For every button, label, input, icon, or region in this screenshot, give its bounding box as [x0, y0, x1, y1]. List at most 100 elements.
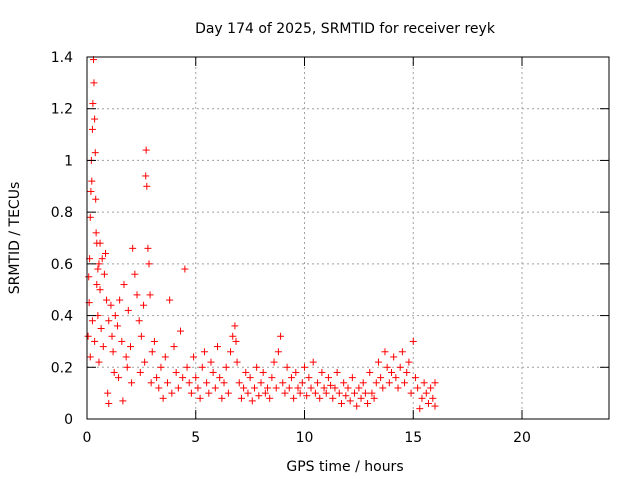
data-point — [344, 384, 352, 392]
data-point — [88, 125, 96, 133]
x-tick-label: 10 — [296, 430, 314, 446]
data-point — [385, 379, 393, 387]
data-point — [422, 389, 430, 397]
y-tick-label: 0.2 — [51, 360, 73, 376]
data-point — [346, 397, 354, 405]
data-point — [401, 379, 409, 387]
data-point — [136, 368, 144, 376]
data-point — [261, 389, 269, 397]
data-point — [194, 384, 202, 392]
data-point — [364, 399, 372, 407]
x-axis-label: GPS time / hours — [286, 459, 403, 475]
data-point — [292, 368, 300, 376]
data-point — [214, 343, 221, 351]
data-point — [144, 244, 152, 252]
data-point — [379, 384, 387, 392]
data-point — [383, 363, 391, 371]
data-point — [104, 389, 112, 397]
data-point — [355, 384, 363, 392]
data-point — [145, 260, 153, 268]
data-point — [272, 384, 280, 392]
data-point — [84, 332, 92, 340]
data-point — [283, 363, 291, 371]
data-point — [88, 177, 96, 185]
y-tick-label: 0.6 — [51, 257, 73, 273]
data-point — [294, 384, 302, 392]
data-point — [264, 384, 272, 392]
data-point — [405, 358, 413, 366]
data-point — [240, 384, 248, 392]
data-point — [255, 392, 263, 400]
data-point — [218, 394, 226, 402]
data-point — [370, 394, 378, 402]
data-point — [268, 374, 276, 382]
data-point — [388, 368, 395, 376]
data-point — [92, 195, 100, 203]
data-point — [366, 368, 374, 376]
data-point — [181, 265, 189, 273]
data-point — [119, 397, 127, 405]
data-point — [100, 270, 108, 278]
data-point — [190, 353, 198, 361]
data-point — [348, 374, 356, 382]
data-point — [166, 296, 174, 304]
data-point — [429, 394, 437, 402]
data-point — [131, 270, 139, 278]
data-point — [403, 368, 411, 376]
data-point — [318, 368, 326, 376]
data-point — [305, 374, 313, 382]
data-point — [91, 149, 99, 157]
data-point — [411, 374, 419, 382]
data-point — [224, 389, 232, 397]
data-point — [94, 265, 102, 273]
data-point — [153, 374, 161, 382]
data-point — [248, 397, 256, 405]
data-point — [229, 332, 237, 340]
data-point — [124, 306, 132, 314]
data-point — [118, 337, 126, 345]
data-point — [198, 363, 206, 371]
data-point — [187, 389, 195, 397]
data-point — [424, 399, 432, 407]
data-point — [277, 332, 285, 340]
data-point — [140, 301, 148, 309]
data-point — [322, 389, 330, 397]
x-tick-label: 20 — [513, 430, 531, 446]
data-point — [253, 363, 261, 371]
data-point — [394, 384, 402, 392]
data-point — [103, 296, 111, 304]
data-point — [381, 348, 389, 356]
data-point — [95, 260, 103, 268]
data-point — [98, 255, 106, 263]
data-point — [196, 394, 204, 402]
data-point — [115, 374, 123, 382]
chart-title: Day 174 of 2025, SRMTID for receiver rey… — [195, 21, 496, 37]
y-tick-label: 0.4 — [51, 309, 73, 325]
data-point — [85, 273, 93, 281]
data-point — [340, 379, 348, 387]
data-point — [259, 368, 267, 376]
data-point — [233, 358, 241, 366]
data-point — [143, 182, 151, 190]
data-point — [351, 389, 359, 397]
data-point — [92, 229, 100, 237]
data-point — [200, 348, 208, 356]
data-point — [179, 374, 187, 382]
data-point — [177, 327, 185, 335]
data-point — [172, 368, 180, 376]
data-point — [93, 281, 101, 289]
x-tick-label: 5 — [191, 430, 200, 446]
y-tick-label: 1.4 — [51, 50, 73, 66]
x-tick-label: 0 — [83, 430, 92, 446]
ticks-layer: 0 5 10 15 20 0 0.2 0.4 0.6 0.8 1 1.2 1.4 — [51, 50, 609, 446]
data-point — [192, 374, 200, 382]
data-point — [185, 379, 193, 387]
data-point — [431, 402, 439, 410]
data-point — [146, 291, 154, 299]
data-point — [320, 384, 328, 392]
data-point — [205, 389, 213, 397]
data-point — [244, 389, 252, 397]
x-tick-label: 15 — [404, 430, 422, 446]
data-point — [235, 379, 243, 387]
